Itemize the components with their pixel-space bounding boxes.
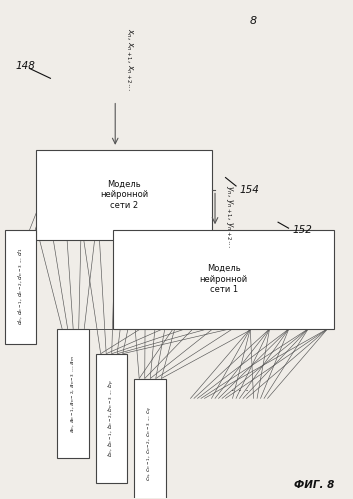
Bar	[5, 230, 36, 344]
Text: Модель
нейронной
сети 1: Модель нейронной сети 1	[200, 264, 248, 294]
Text: $y_n$, $y_{n+1}$, $y_{n+2}$...: $y_n$, $y_{n+1}$, $y_{n+2}$...	[224, 186, 235, 248]
Text: 152: 152	[292, 225, 312, 235]
Bar	[36, 150, 211, 240]
Bar	[58, 329, 89, 458]
Bar	[96, 354, 127, 483]
Text: $c_n$, $c_{n-1}$, $c_{n-2}$, $c_{n-3}$ ... $c_q$: $c_n$, $c_{n-1}$, $c_{n-2}$, $c_{n-3}$ .…	[146, 405, 155, 481]
Text: $a_n$, $a_{n-1}$, $a_{n-2}$, $a_{n-3}$ ... $a_m$: $a_n$, $a_{n-1}$, $a_{n-2}$, $a_{n-3}$ .…	[69, 354, 77, 433]
Text: 8: 8	[250, 16, 257, 26]
Text: $b_n$, $b_{n-1}$, $b_{n-2}$, $b_{n-3}$ ... $b_p$: $b_n$, $b_{n-1}$, $b_{n-2}$, $b_{n-3}$ .…	[107, 379, 117, 457]
Bar	[113, 230, 334, 329]
Text: . . .: . . .	[231, 383, 249, 393]
Text: ФИГ. 8: ФИГ. 8	[294, 480, 334, 490]
Text: Модель
нейронной
сети 2: Модель нейронной сети 2	[100, 180, 148, 210]
Bar	[134, 379, 166, 499]
Text: $d_n$, $d_{n-1}$, $d_{n-2}$, $d_{n-3}$ ... $d_1$: $d_n$, $d_{n-1}$, $d_{n-2}$, $d_{n-3}$ .…	[16, 248, 25, 325]
Text: 154: 154	[240, 185, 259, 195]
Text: $x_n$, $x_{n+1}$, $x_{n+2}$...: $x_n$, $x_{n+1}$, $x_{n+2}$...	[124, 28, 134, 91]
Text: 148: 148	[16, 61, 36, 71]
